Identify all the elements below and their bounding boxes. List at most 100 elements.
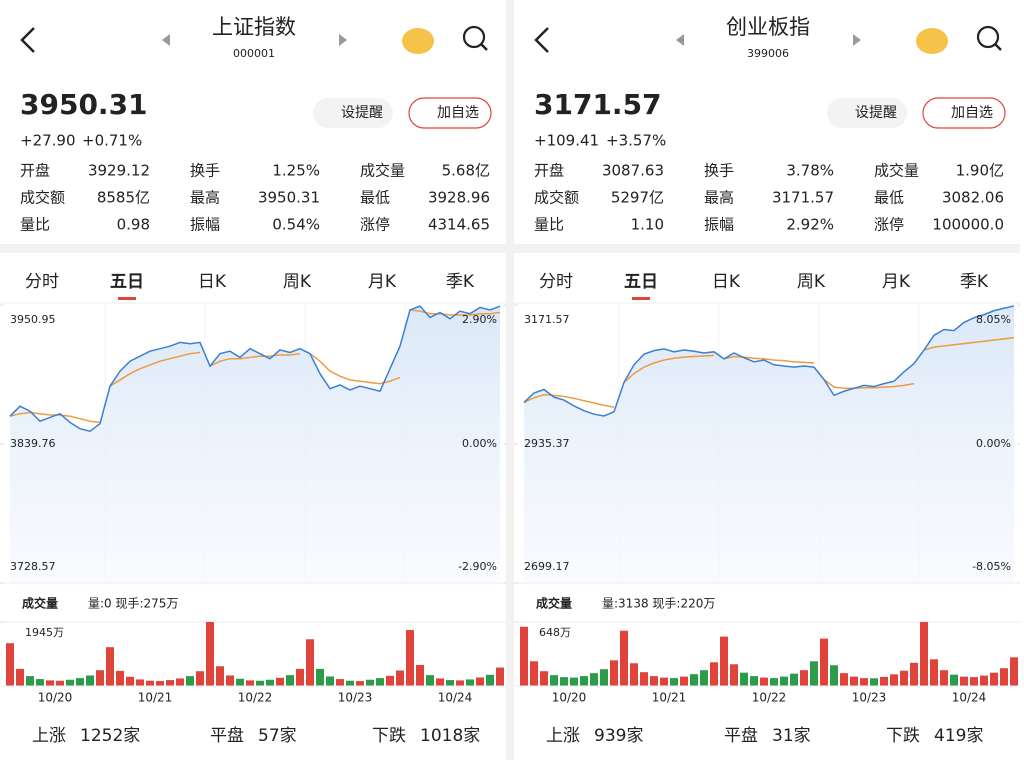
search-icon[interactable]: [462, 25, 486, 49]
x-tick-label: 10/23: [852, 691, 887, 705]
volume-bar: [136, 679, 144, 686]
tab[interactable]: 五日: [110, 272, 144, 292]
stat-label: 振幅: [190, 216, 220, 234]
prev-button[interactable]: [676, 34, 684, 46]
x-tick-label: 10/24: [438, 691, 473, 705]
stat-label: 最高: [704, 189, 734, 207]
volume-bar: [376, 678, 384, 686]
volume-bar: [930, 659, 938, 686]
volume-bar: [496, 667, 504, 686]
volume-bar: [560, 677, 568, 686]
volume-bar: [96, 670, 104, 686]
tab[interactable]: 季K: [446, 272, 475, 292]
search-icon-handle[interactable]: [480, 43, 488, 51]
average-line: [109, 351, 201, 387]
volume-bar: [186, 676, 194, 686]
y-tick-label: 3839.76: [10, 437, 56, 450]
volume-bar: [800, 670, 808, 686]
volume-bar: [216, 666, 224, 686]
volume-bar: [780, 676, 788, 686]
prev-button[interactable]: [162, 34, 170, 46]
volume-bar: [246, 680, 254, 686]
volume-bar: [456, 680, 464, 686]
tab[interactable]: 分时: [539, 272, 573, 292]
volume-bar: [810, 661, 818, 686]
tab[interactable]: 季K: [960, 272, 989, 292]
y2-tick-label: -2.90%: [458, 560, 497, 573]
volume-bar: [206, 622, 214, 686]
index-title: 上证指数: [212, 15, 296, 39]
volume-bar: [316, 668, 324, 686]
mascot-icon[interactable]: [916, 28, 948, 54]
volume-bar: [670, 678, 678, 686]
tab[interactable]: 日K: [712, 272, 741, 292]
watchlist-button[interactable]: [922, 97, 1006, 129]
stat-value: 1.25%: [272, 162, 320, 180]
change-pct: +0.71%: [82, 132, 142, 150]
tab[interactable]: 月K: [368, 272, 397, 292]
breadth-label: 平盘: [210, 726, 244, 746]
average-line: [723, 355, 815, 364]
tab[interactable]: 日K: [198, 272, 227, 292]
breadth-value: 31家: [772, 726, 811, 746]
volume-bar: [910, 662, 918, 686]
alert-button[interactable]: [313, 98, 393, 128]
volume-bar: [156, 681, 164, 686]
y2-tick-label: 0.00%: [976, 437, 1011, 450]
stat-value: 0.54%: [272, 216, 320, 234]
x-tick-label: 10/21: [652, 691, 687, 705]
back-button[interactable]: [20, 27, 35, 53]
y2-tick-label: 0.00%: [462, 437, 497, 450]
volume-bar: [610, 660, 618, 686]
volume-bar: [386, 675, 394, 686]
y2-tick-label: 8.05%: [976, 313, 1011, 326]
search-icon-handle[interactable]: [994, 43, 1002, 51]
volume-bar: [980, 675, 988, 686]
tab[interactable]: 月K: [882, 272, 911, 292]
volume-bar: [6, 643, 14, 686]
volume-bar: [106, 647, 114, 686]
volume-bar: [590, 673, 598, 686]
volume-bar: [466, 679, 474, 686]
back-button[interactable]: [534, 27, 549, 53]
stat-value: 4314.65: [428, 216, 490, 234]
volume-bar: [146, 680, 154, 686]
search-icon[interactable]: [976, 25, 1000, 49]
tab[interactable]: 周K: [283, 272, 312, 292]
index-code: 399006: [747, 47, 789, 60]
stat-value: 2.92%: [786, 216, 834, 234]
panel-divider: [506, 0, 514, 760]
alert-button[interactable]: [827, 98, 907, 128]
watchlist-button[interactable]: [408, 97, 492, 129]
y-tick-label: 3728.57: [10, 560, 56, 573]
active-tab-indicator: [632, 297, 650, 300]
volume-bar: [426, 675, 434, 686]
volume-title: 成交量: [536, 596, 572, 611]
volume-bar: [446, 680, 454, 686]
tab[interactable]: 周K: [797, 272, 826, 292]
tab[interactable]: 分时: [25, 272, 59, 292]
average-line: [209, 352, 301, 367]
price-area: [10, 306, 500, 583]
volume-bar: [920, 622, 928, 686]
stat-label: 量比: [20, 216, 50, 234]
volume-bar: [830, 665, 838, 686]
tab[interactable]: 五日: [624, 272, 658, 292]
stat-label: 涨停: [360, 216, 390, 234]
volume-bar: [720, 636, 728, 686]
price-line: [523, 305, 1015, 417]
y2-tick-label: -8.05%: [972, 560, 1011, 573]
mascot-icon[interactable]: [402, 28, 434, 54]
volume-bar: [356, 681, 364, 686]
volume-bar: [900, 670, 908, 686]
volume-bar: [36, 679, 44, 686]
stat-value: 1.90亿: [956, 162, 1004, 180]
stat-label: 换手: [190, 162, 220, 180]
next-button[interactable]: [853, 34, 861, 46]
volume-bar: [336, 679, 344, 686]
next-button[interactable]: [339, 34, 347, 46]
volume-bar: [396, 670, 404, 686]
